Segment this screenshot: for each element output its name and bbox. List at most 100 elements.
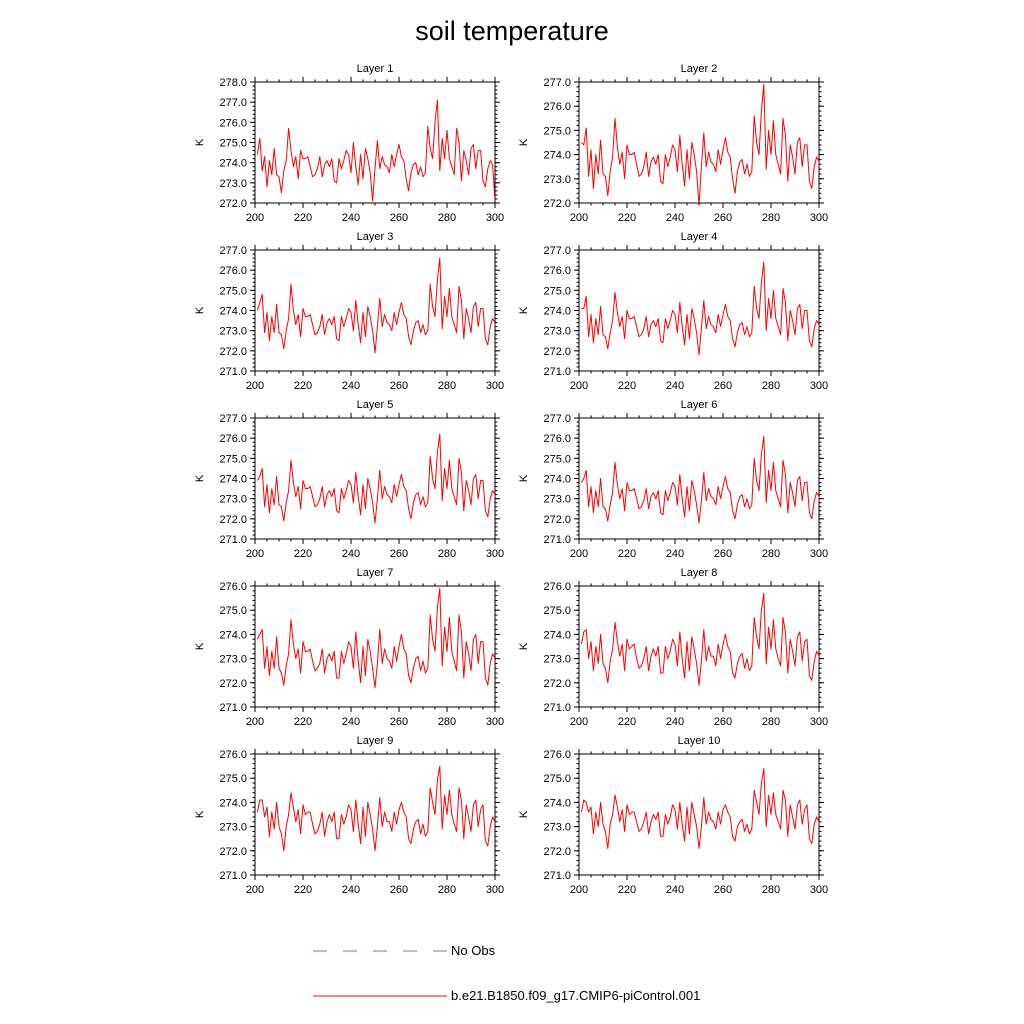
y-axis-label: K xyxy=(194,642,206,650)
series-line-layer-4 xyxy=(581,261,819,356)
x-tick-label: 220 xyxy=(294,548,312,560)
y-tick-label: 274.0 xyxy=(219,474,247,486)
panel-layer-2: Layer 2 272.0 273.0 274.0 275.0 276.0 277.0 200… xyxy=(518,63,828,224)
y-tick-label: 275.0 xyxy=(543,773,571,785)
x-tick-label: 240 xyxy=(342,380,360,392)
y-tick-label: 276.0 xyxy=(543,749,571,761)
y-tick-label: 271.0 xyxy=(219,702,247,714)
y-tick-label: 274.0 xyxy=(543,797,571,809)
x-tick-label: 220 xyxy=(294,884,312,896)
panel-title: Layer 5 xyxy=(357,399,394,411)
y-tick-label: 276.0 xyxy=(543,101,571,113)
x-tick-label: 240 xyxy=(342,884,360,896)
y-tick-label: 275.0 xyxy=(543,285,571,297)
x-tick-label: 280 xyxy=(438,380,456,392)
x-tick-label: 280 xyxy=(762,212,780,224)
y-tick-label: 275.0 xyxy=(219,605,247,617)
y-tick-label: 276.0 xyxy=(219,265,247,277)
y-tick-label: 275.0 xyxy=(219,285,247,297)
y-tick-label: 272.0 xyxy=(543,678,571,690)
series-line-layer-6 xyxy=(580,435,819,524)
x-tick-label: 300 xyxy=(810,716,828,728)
x-tick-label: 300 xyxy=(810,884,828,896)
x-tick-label: 280 xyxy=(438,716,456,728)
panel-grid: Layer 1 272.0 273.0 274.0 275.0 276.0 277.0 278… xyxy=(194,63,828,896)
y-tick-label: 276.0 xyxy=(543,265,571,277)
panel-title: Layer 3 xyxy=(357,231,394,243)
plot-frame xyxy=(578,753,820,876)
x-tick-label: 220 xyxy=(294,212,312,224)
y-tick-label: 273.0 xyxy=(543,174,571,186)
x-tick-label: 200 xyxy=(246,548,264,560)
y-tick-label: 277.0 xyxy=(543,245,571,257)
figure-title: soil temperature xyxy=(415,16,609,46)
x-tick-label: 260 xyxy=(390,212,408,224)
x-tick-label: 200 xyxy=(570,884,588,896)
x-tick-label: 240 xyxy=(342,212,360,224)
x-tick-label: 240 xyxy=(666,884,684,896)
plot-frame xyxy=(254,585,496,708)
x-tick-label: 260 xyxy=(714,212,732,224)
x-tick-label: 300 xyxy=(810,380,828,392)
x-tick-label: 240 xyxy=(666,548,684,560)
y-tick-label: 274.0 xyxy=(219,306,247,318)
y-tick-label: 275.0 xyxy=(219,138,247,150)
y-tick-label: 275.0 xyxy=(543,605,571,617)
y-tick-label: 277.0 xyxy=(543,413,571,425)
x-tick-label: 300 xyxy=(486,716,504,728)
y-tick-label: 272.0 xyxy=(543,514,571,526)
y-tick-label: 274.0 xyxy=(543,474,571,486)
y-tick-label: 272.0 xyxy=(219,514,247,526)
panel-title: Layer 7 xyxy=(357,567,394,579)
panel-title: Layer 8 xyxy=(681,567,718,579)
panel-layer-9: Layer 9 271.0 272.0 273.0 274.0 275.0 276.0 200… xyxy=(194,735,504,896)
y-tick-label: 272.0 xyxy=(219,198,247,210)
y-tick-label: 276.0 xyxy=(219,433,247,445)
x-tick-label: 220 xyxy=(618,716,636,728)
y-tick-label: 271.0 xyxy=(543,702,571,714)
y-tick-label: 274.0 xyxy=(543,629,571,641)
x-tick-label: 280 xyxy=(762,884,780,896)
y-tick-label: 276.0 xyxy=(219,581,247,593)
panel-title: Layer 9 xyxy=(357,735,394,747)
x-tick-label: 260 xyxy=(714,548,732,560)
x-tick-label: 240 xyxy=(666,716,684,728)
y-tick-label: 275.0 xyxy=(219,453,247,465)
y-tick-label: 273.0 xyxy=(219,494,247,506)
y-tick-label: 271.0 xyxy=(543,870,571,882)
x-tick-label: 220 xyxy=(618,380,636,392)
y-tick-label: 273.0 xyxy=(543,822,571,834)
y-tick-label: 276.0 xyxy=(219,117,247,129)
x-tick-label: 240 xyxy=(342,716,360,728)
x-tick-label: 300 xyxy=(486,884,504,896)
y-tick-label: 272.0 xyxy=(543,346,571,358)
y-tick-label: 276.0 xyxy=(219,749,247,761)
x-tick-label: 240 xyxy=(342,548,360,560)
panel-layer-4: Layer 4 271.0 272.0 273.0 274.0 275.0 276.0 277… xyxy=(518,231,828,392)
y-tick-label: 277.0 xyxy=(219,245,247,257)
x-tick-label: 280 xyxy=(438,548,456,560)
x-tick-label: 260 xyxy=(714,884,732,896)
x-tick-label: 280 xyxy=(438,884,456,896)
plot-frame xyxy=(578,81,820,204)
x-tick-label: 300 xyxy=(486,380,504,392)
x-tick-label: 200 xyxy=(246,884,264,896)
y-tick-label: 277.0 xyxy=(543,77,571,89)
y-axis-label: K xyxy=(194,810,206,818)
x-tick-label: 260 xyxy=(390,548,408,560)
y-tick-label: 273.0 xyxy=(219,822,247,834)
x-tick-label: 220 xyxy=(618,212,636,224)
series-line-layer-9 xyxy=(256,765,495,852)
x-tick-label: 200 xyxy=(246,212,264,224)
y-tick-label: 272.0 xyxy=(219,346,247,358)
panel-title: Layer 4 xyxy=(681,231,718,243)
x-tick-label: 200 xyxy=(570,548,588,560)
y-tick-label: 271.0 xyxy=(219,366,247,378)
y-tick-label: 272.0 xyxy=(543,846,571,858)
x-tick-label: 260 xyxy=(390,716,408,728)
y-tick-label: 272.0 xyxy=(543,198,571,210)
y-axis-label: K xyxy=(518,306,530,314)
x-tick-label: 280 xyxy=(762,380,780,392)
y-tick-label: 274.0 xyxy=(219,629,247,641)
